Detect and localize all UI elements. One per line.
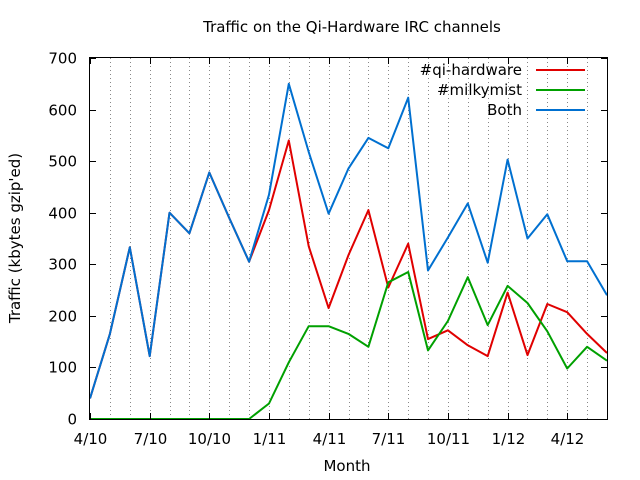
series-line-0	[89, 139, 608, 399]
grid-lines	[110, 58, 588, 419]
x-tick-label: 10/11	[427, 430, 470, 448]
x-tick-label: 4/10	[74, 430, 108, 448]
x-tick-label: 4/12	[551, 430, 585, 448]
x-axis-label: Month	[323, 457, 370, 475]
y-tick-label: 0	[67, 411, 77, 429]
x-tick-label: 1/12	[492, 430, 526, 448]
x-tick-label: 7/10	[134, 430, 168, 448]
y-tick-label: 400	[48, 205, 77, 223]
y-tick-label: 100	[48, 359, 77, 377]
legend-label-0: #qi-hardware	[420, 61, 522, 79]
legend-label-2: Both	[487, 101, 522, 119]
y-tick-label: 700	[48, 50, 77, 68]
x-tick-label: 10/10	[188, 430, 231, 448]
x-tick-label: 1/11	[253, 430, 287, 448]
y-tick-label: 600	[48, 102, 77, 120]
y-tick-label: 200	[48, 308, 77, 326]
axis-ticks: 0 100 200 300 400 500 600 700 4/10 7/10 10/10 1/11 4…	[48, 50, 607, 448]
legend-label-1: #milkymist	[437, 81, 522, 99]
y-tick-label: 300	[48, 256, 77, 274]
y-tick-label: 500	[48, 153, 77, 171]
x-tick-label: 7/11	[372, 430, 406, 448]
series-line-2	[89, 82, 608, 399]
series-layer	[89, 82, 608, 420]
plot-border	[89, 57, 608, 420]
chart-title: Traffic on the Qi-Hardware IRC channels	[202, 18, 501, 36]
series-line-1	[90, 271, 608, 420]
y-axis-label: Traffic (kbytes gzip'ed)	[6, 153, 24, 324]
x-tick-label: 4/11	[313, 430, 347, 448]
legend: #qi-hardware #milkymist Both	[420, 61, 585, 119]
